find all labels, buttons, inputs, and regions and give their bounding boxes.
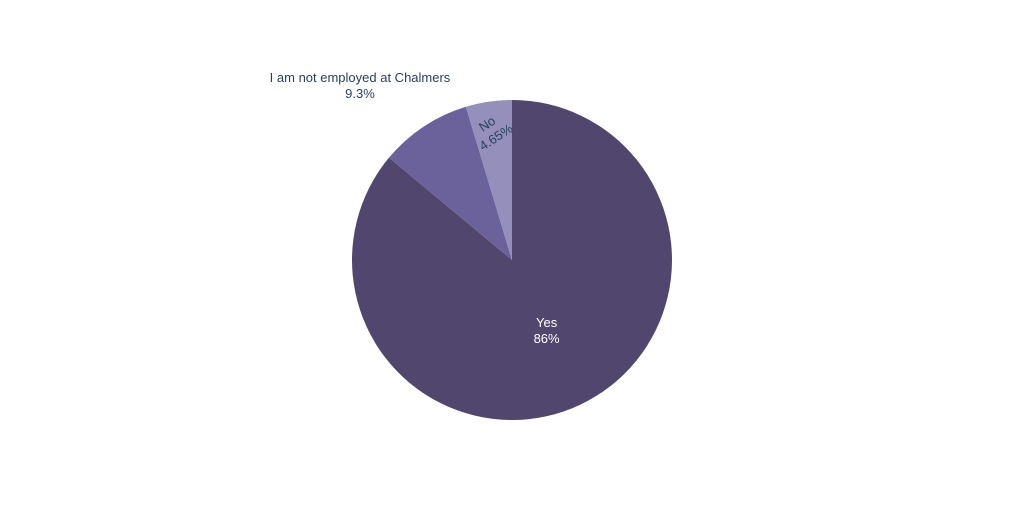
pie-slices bbox=[352, 100, 672, 420]
pie-label-category: I am not employed at Chalmers bbox=[270, 70, 451, 85]
pie-label-i-am-not-employed-at-chalmers: I am not employed at Chalmers 9.3% bbox=[270, 70, 451, 101]
pie-label-category: Yes bbox=[536, 315, 558, 330]
pie-label-value: 9.3% bbox=[345, 86, 375, 101]
pie-label-yes: Yes 86% bbox=[534, 315, 560, 346]
pie-label-value: 86% bbox=[534, 331, 560, 346]
